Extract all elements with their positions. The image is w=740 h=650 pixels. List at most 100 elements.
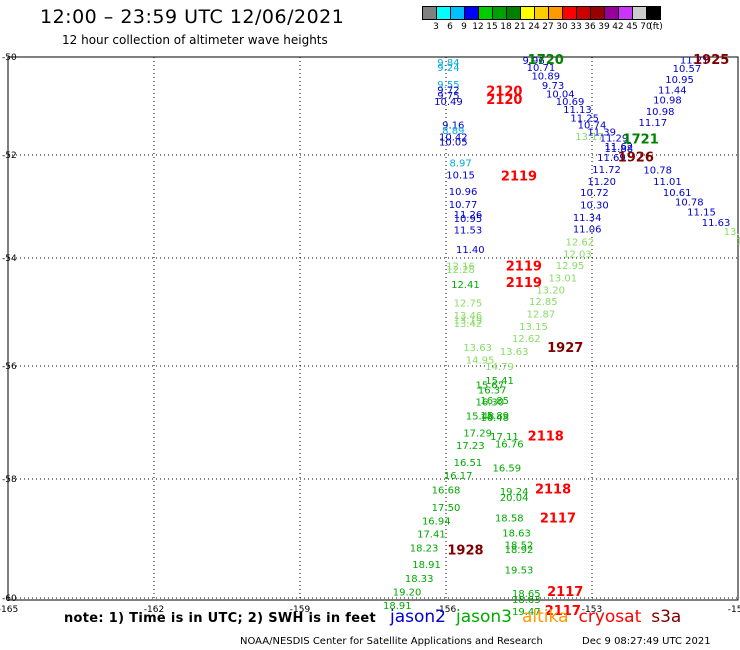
wave-height-value: 14.79	[485, 362, 514, 373]
wave-height-value: 12.03	[563, 249, 592, 260]
longitude-tick-label: -156	[436, 605, 457, 615]
wave-height-value: 17.29	[463, 429, 492, 440]
scale-label: 24	[528, 22, 540, 32]
pass-time-label: 2118	[528, 430, 564, 445]
wave-height-value: 19.47	[512, 607, 541, 618]
map-frame	[7, 56, 739, 601]
pass-time-label: 1720	[528, 53, 564, 68]
wave-height-observations: 9.849.249.559.729.7510.499.168.8910.4210…	[383, 53, 740, 619]
longitude-tick-label: -162	[144, 605, 164, 615]
scale-label: 18	[500, 22, 512, 32]
wave-height-value: 12.85	[529, 297, 558, 308]
wave-height-value: 9.75	[437, 91, 459, 102]
wave-height-value: 11.26	[454, 210, 483, 221]
pass-time-label: 2117	[545, 604, 581, 619]
wave-height-value: 10.78	[643, 165, 672, 176]
wave-height-value: 10.78	[675, 197, 704, 208]
wave-height-value: 16.85	[480, 396, 509, 407]
wave-height-value: 9.16	[442, 121, 464, 132]
map-axes: -165 -162 -159 -156 -153 -150 -50 -52 -54 -56 -58 -…	[0, 53, 740, 615]
wave-height-value: 18.23	[410, 543, 439, 554]
wave-height-value: 14.95	[466, 356, 495, 367]
wave-height-value: 16.30	[475, 398, 504, 409]
wave-height-value: 18.91	[412, 560, 441, 571]
scale-label: 45	[626, 22, 638, 32]
scale-label: 9	[461, 22, 467, 32]
wave-height-value: 10.61	[663, 188, 692, 199]
wave-height-value: 10.96	[449, 187, 478, 198]
wave-height-scale-labels: 3 6 9 12 15 18 21 24 27 30 33 36 39 42 45 70 (ft)	[422, 22, 740, 34]
wave-height-value: 11.13	[563, 105, 592, 116]
pass-time-label: 2117	[547, 585, 583, 600]
wave-height-value: 8.89	[442, 126, 464, 137]
credit-text: NOAA/NESDIS Center for Satellite Applica…	[240, 636, 543, 647]
pass-time-label: 1925	[693, 53, 729, 68]
wave-height-value: 9.84	[437, 58, 459, 69]
wave-height-color-scale	[422, 6, 661, 20]
pass-time-label: 2119	[501, 170, 537, 185]
map-title: 12:00 – 23:59 UTC 12/06/2021	[40, 6, 345, 28]
wave-height-value: 10.57	[673, 64, 702, 75]
wave-height-value: 17.41	[417, 530, 446, 541]
wave-height-value: 13.20	[536, 285, 565, 296]
satellite-cryosat: cryosat	[578, 607, 642, 627]
wave-height-value: 11.17	[639, 118, 668, 129]
wave-height-value: 11.88	[604, 144, 633, 155]
pass-time-label: 1927	[547, 341, 583, 356]
wave-height-value: 15.89	[480, 411, 509, 422]
wave-height-value: 10.72	[580, 188, 609, 199]
wave-height-value: 10.05	[439, 137, 468, 148]
pass-time-label: 2119	[506, 276, 542, 291]
wave-height-value: 13.42	[454, 319, 483, 330]
scale-label: 6	[447, 22, 453, 32]
wave-height-value: 11.72	[592, 165, 621, 176]
wave-height-value: 17.50	[432, 503, 461, 514]
scale-label: (ft)	[649, 22, 663, 32]
wave-height-value: 18.91	[383, 601, 412, 612]
wave-height-value: 9.73	[542, 81, 564, 92]
wave-height-value: 9.24	[437, 63, 459, 74]
wave-height-value: 13.19	[454, 316, 483, 327]
pass-time-label: 1926	[618, 151, 654, 166]
scale-label: 27	[542, 22, 554, 32]
wave-height-value: 12.87	[527, 310, 556, 321]
wave-height-value: 13.01	[548, 273, 577, 284]
wave-height-value: 11.20	[587, 177, 616, 188]
wave-height-value: 9.96	[522, 56, 544, 67]
wave-height-value: 13.01	[724, 227, 740, 238]
satellite-legend: jason2 jason3 altika cryosat s3a	[390, 607, 691, 627]
wave-height-value: 10.95	[454, 214, 483, 225]
wave-height-value: 18.63	[502, 529, 531, 540]
pass-time-label: 1721	[623, 132, 659, 147]
wave-height-value: 18.33	[405, 574, 434, 585]
wave-height-value: 19.20	[393, 587, 422, 598]
wave-height-value: 10.98	[653, 96, 682, 107]
wave-height-value: 10.69	[556, 97, 585, 108]
wave-height-value: 11.62	[604, 142, 633, 153]
wave-height-value: 18.92	[505, 545, 534, 556]
wave-height-value: 11.63	[702, 218, 731, 229]
generated-timestamp: Dec 9 08:27:49 UTC 2021	[582, 636, 711, 647]
wave-height-value: 10.71	[527, 63, 556, 74]
longitude-tick-label: -153	[582, 605, 602, 615]
wave-height-value: 18.63	[512, 595, 541, 606]
wave-height-value: 10.77	[449, 200, 478, 211]
wave-height-value: 16.37	[478, 386, 507, 397]
wave-height-value: 10.98	[646, 107, 675, 118]
scale-swatch	[646, 6, 661, 20]
latitude-tick-label: -52	[2, 151, 17, 161]
wave-height-value: 12.62	[512, 334, 541, 345]
wave-height-value: 18.52	[505, 540, 534, 551]
pass-time-label: 2120	[486, 84, 522, 99]
wave-height-value: 10.30	[580, 200, 609, 211]
wave-height-value: 11.21	[680, 55, 709, 66]
scale-label: 15	[486, 22, 498, 32]
latitude-tick-label: -56	[2, 362, 17, 372]
wave-height-value: 12.62	[566, 238, 595, 249]
wave-height-value: 16.48	[480, 413, 509, 424]
wave-height-value: 10.95	[665, 75, 694, 86]
wave-height-value: 12.75	[454, 298, 483, 309]
wave-height-value: 13.46	[454, 311, 483, 322]
wave-height-value: 15.41	[485, 376, 514, 387]
wave-height-value: 11.69	[597, 153, 626, 164]
